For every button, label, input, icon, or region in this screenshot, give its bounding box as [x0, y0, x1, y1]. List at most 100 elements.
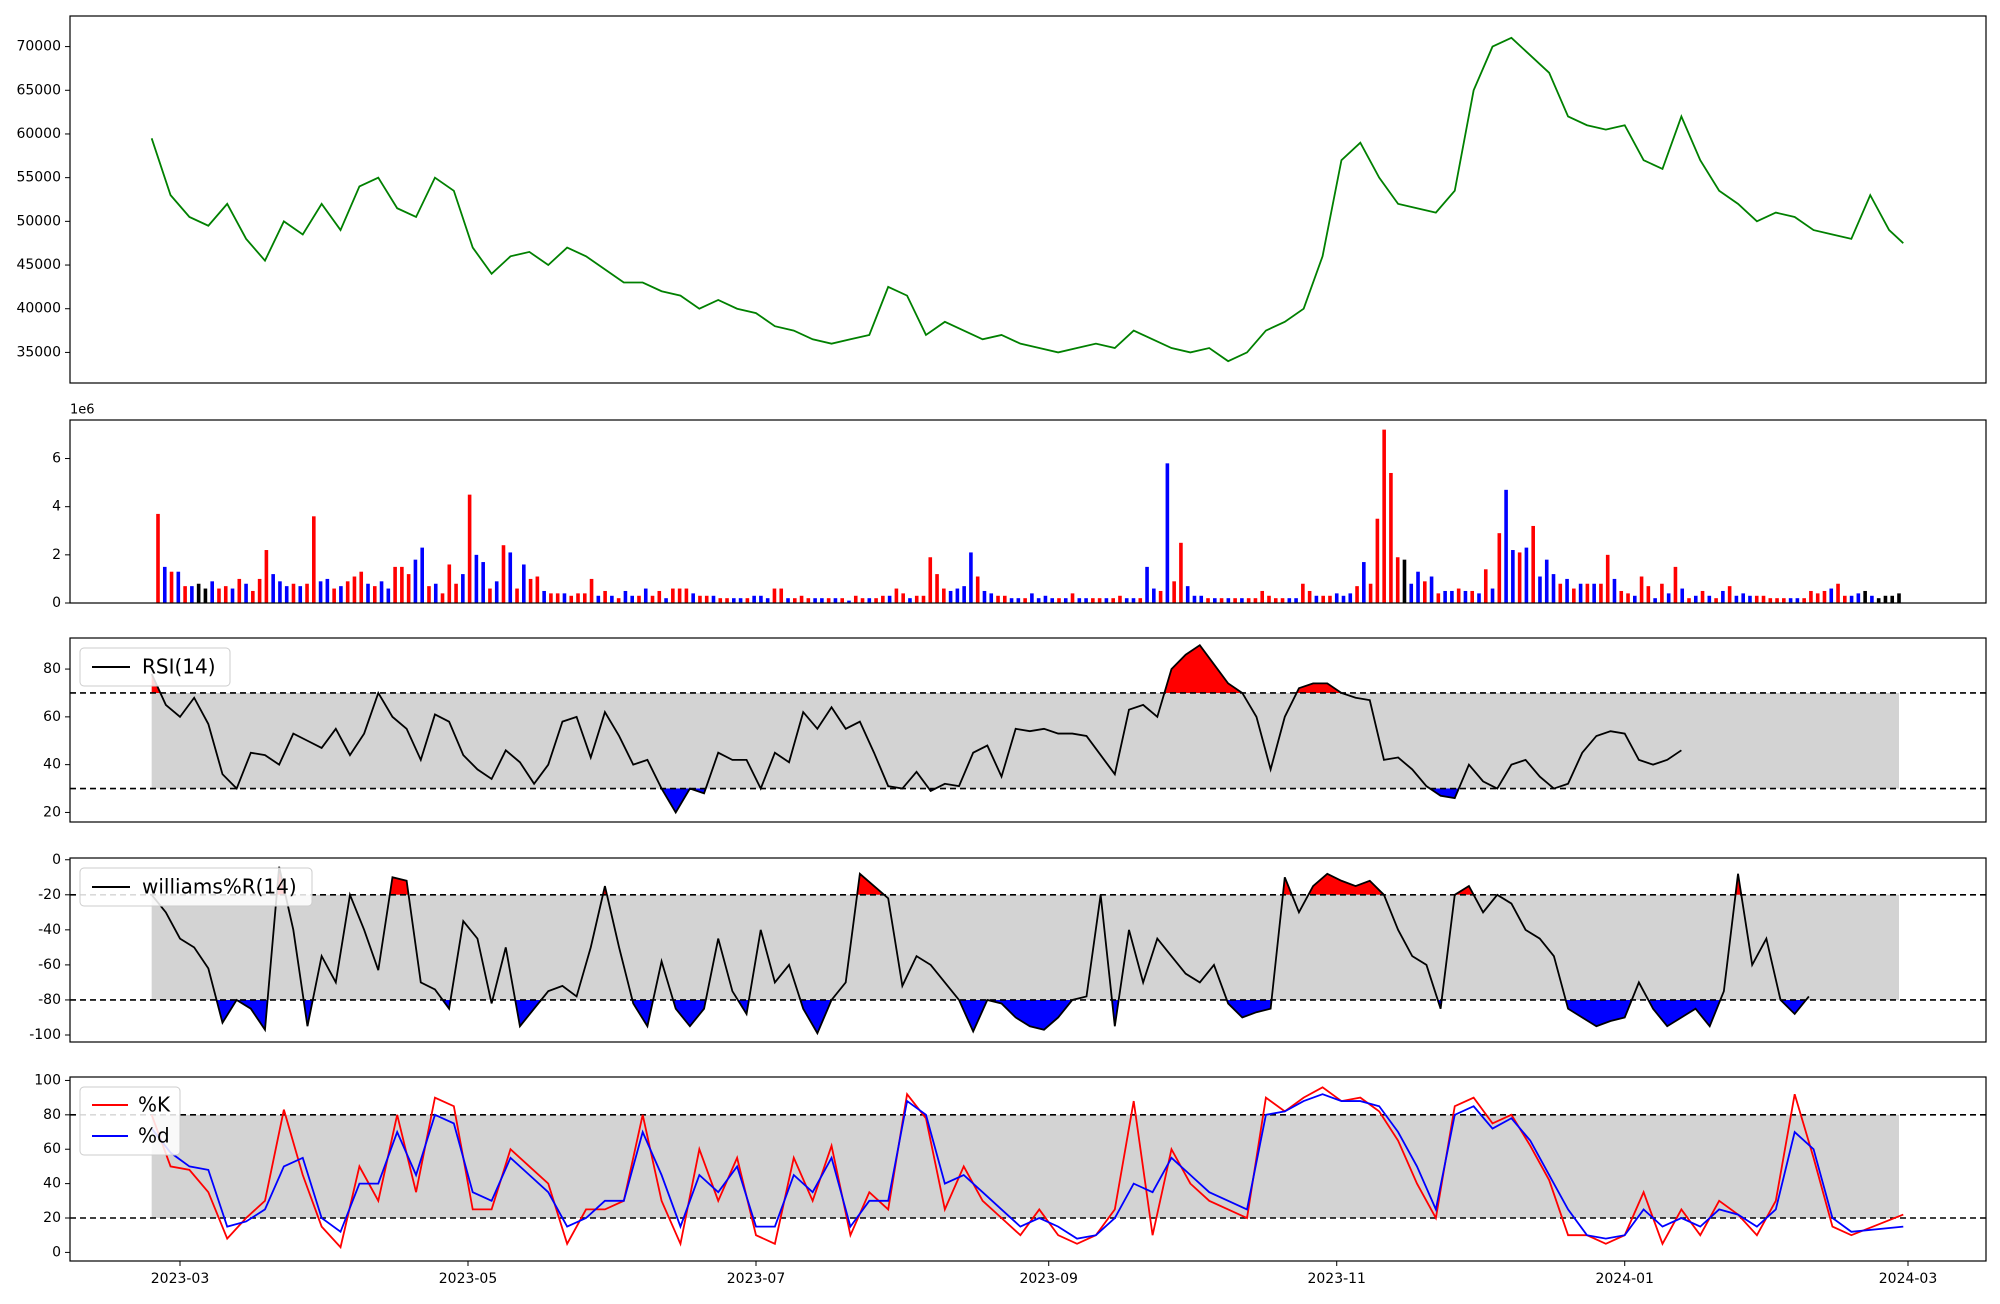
- volume-bar: [718, 598, 723, 603]
- volume-bar: [1727, 586, 1732, 603]
- volume-bar: [1091, 598, 1095, 603]
- volume-bar: [379, 581, 384, 603]
- volume-bar: [1633, 595, 1637, 603]
- volume-bar: [1612, 578, 1617, 603]
- volume-bar: [562, 593, 567, 603]
- volume-bar: [237, 578, 242, 603]
- volume-bar: [1673, 566, 1678, 603]
- legend-box: [79, 867, 313, 907]
- ytick-label: 20: [43, 1210, 61, 1226]
- volume-bar: [1131, 598, 1136, 603]
- volume-bar: [1504, 489, 1508, 603]
- volume-bar: [711, 595, 716, 603]
- ytick-label: 40: [43, 1176, 61, 1192]
- volume-bar: [176, 571, 181, 603]
- volume-bar: [1212, 598, 1217, 603]
- volume-bar: [732, 598, 736, 603]
- volume-bar: [664, 598, 668, 603]
- volume-bar: [1572, 588, 1576, 603]
- neutral-band: [151, 1114, 1900, 1219]
- panel-frame-3: [69, 857, 1987, 1043]
- ytick-label: -20: [38, 887, 61, 903]
- ytick-label: 6: [52, 451, 61, 467]
- xtick-label: 2023-03: [151, 1271, 210, 1287]
- indicator-line: [150, 866, 1810, 1036]
- volume-bar: [244, 583, 248, 603]
- volume-bar: [1531, 525, 1535, 603]
- stochastic-line-k: [150, 1086, 1904, 1250]
- xtick-label: 2024-01: [1595, 1271, 1654, 1287]
- volume-bar: [1179, 542, 1183, 603]
- volume-bar: [738, 598, 743, 603]
- volume-bar: [643, 588, 648, 603]
- ytick-label: 40000: [16, 301, 61, 317]
- volume-bar: [1876, 598, 1881, 603]
- xtick-label: 2023-05: [439, 1271, 498, 1287]
- volume-bar: [528, 578, 533, 603]
- volume-bar: [1016, 598, 1021, 603]
- volume-bar: [684, 588, 689, 603]
- volume-bar: [1660, 583, 1664, 603]
- volume-bar: [698, 595, 702, 603]
- volume-bar: [501, 545, 506, 603]
- volume-bar: [1240, 598, 1244, 603]
- volume-bar: [1057, 598, 1061, 603]
- volume-bar: [752, 595, 756, 603]
- ytick-label: 60000: [16, 126, 61, 142]
- volume-bar: [1653, 598, 1657, 603]
- volume-bar: [467, 494, 472, 603]
- volume-bar: [860, 598, 865, 603]
- volume-bar: [914, 595, 919, 603]
- volume-bar: [1782, 598, 1786, 603]
- volume-bar: [691, 593, 695, 603]
- volume-bar: [1754, 595, 1759, 603]
- volume-bar: [1409, 583, 1414, 603]
- oversold-fill: [216, 999, 1807, 1034]
- volume-bar: [677, 588, 682, 603]
- neutral-band: [151, 894, 1900, 1000]
- volume-bar: [169, 571, 174, 603]
- volume-bar: [1422, 581, 1427, 603]
- volume-bar: [447, 564, 452, 603]
- volume-bar: [1599, 583, 1603, 603]
- volume-bar: [223, 586, 228, 603]
- volume-bar: [1538, 576, 1542, 603]
- volume-bar: [332, 588, 336, 603]
- volume-bar: [400, 566, 404, 603]
- ytick-label: 65000: [16, 82, 61, 98]
- volume-bar: [881, 595, 885, 603]
- xtick-label: 2023-09: [1019, 1271, 1078, 1287]
- volume-bar: [1429, 576, 1434, 603]
- volume-bar: [1301, 583, 1305, 603]
- volume-bar: [1436, 593, 1441, 603]
- legend-label: RSI(14): [142, 655, 216, 679]
- panel-background-1: [70, 420, 1986, 603]
- volume-bar: [1321, 595, 1325, 603]
- volume-bar: [1863, 590, 1867, 603]
- volume-bar: [406, 574, 411, 603]
- volume-bar: [1578, 583, 1583, 603]
- volume-bar: [325, 578, 330, 603]
- volume-bar: [1145, 566, 1149, 603]
- volume-bar: [792, 598, 797, 603]
- volume-bar: [1030, 593, 1034, 603]
- xtick-label: 2024-03: [1879, 1271, 1938, 1287]
- indicator-line: [150, 643, 1682, 815]
- xtick-label: 2023-11: [1307, 1271, 1366, 1287]
- volume-bar: [1362, 562, 1366, 603]
- volume-bar: [765, 598, 770, 603]
- volume-bar: [508, 552, 513, 603]
- volume-bar: [420, 547, 424, 603]
- volume-bar: [874, 598, 878, 603]
- volume-bar: [251, 590, 255, 603]
- volume-bar: [1124, 598, 1129, 603]
- volume-bar: [488, 588, 492, 603]
- volume-bar: [1748, 595, 1752, 603]
- volume-bar: [928, 557, 933, 603]
- volume-bar: [1050, 598, 1055, 603]
- volume-bar: [596, 595, 601, 603]
- volume-bar: [1348, 593, 1353, 603]
- volume-bar: [1775, 598, 1779, 603]
- volume-bar: [1897, 593, 1901, 603]
